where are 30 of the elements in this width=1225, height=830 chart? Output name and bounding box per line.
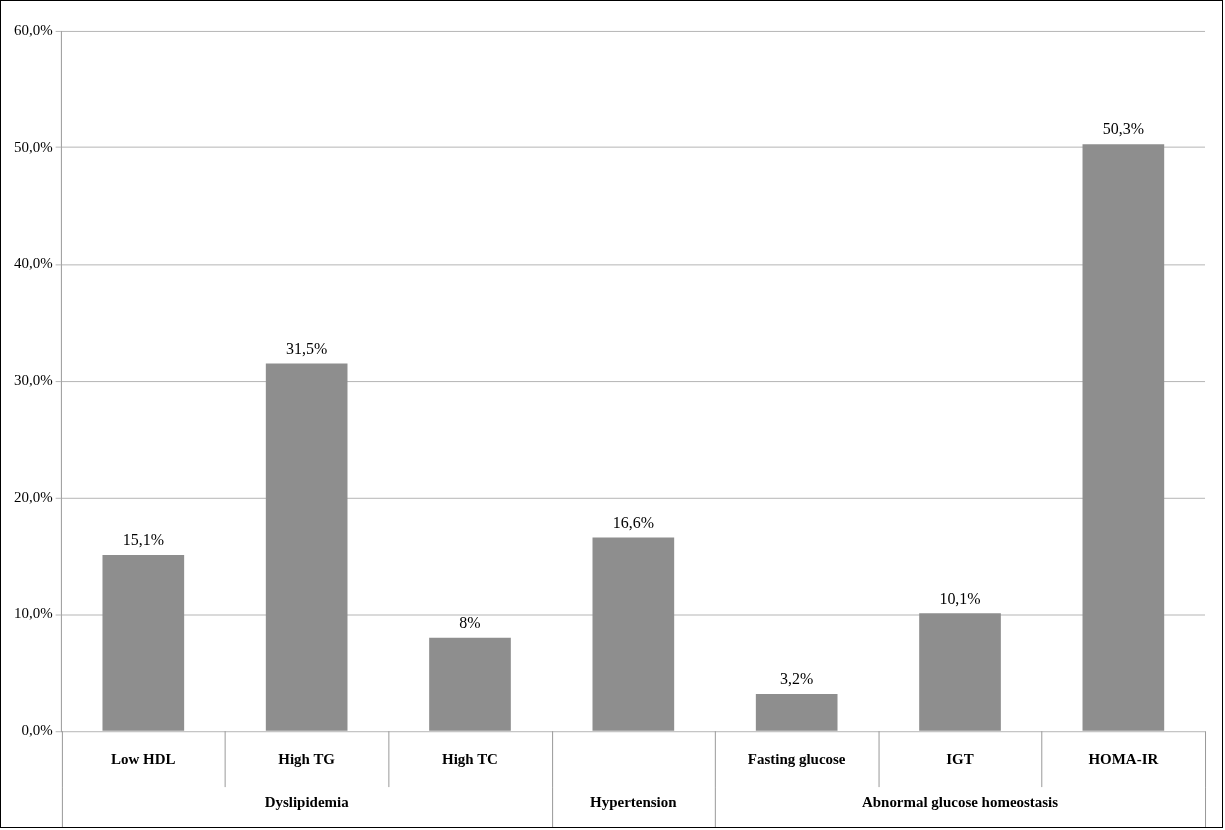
data-label: 16,6% [612, 513, 654, 531]
x-tick-label: HOMA-IR [1088, 751, 1159, 768]
text: Abnormal glucose homeostasis [861, 793, 1059, 810]
bar [919, 613, 1001, 731]
y-tick-label: 30,0% [14, 372, 53, 389]
x-tick-label: IGT [946, 751, 974, 768]
data-label: 10,1% [939, 589, 981, 607]
x-tick-label: Low HDL [111, 751, 176, 768]
y-tick-label: 20,0% [14, 488, 53, 505]
y-tick-label: 50,0% [14, 138, 53, 155]
data-label: 8% [459, 614, 481, 632]
x-tick-label: High TC [442, 751, 498, 768]
y-tick-label: 10,0% [14, 605, 53, 622]
text: Hypertension [590, 793, 678, 810]
bar [429, 637, 511, 731]
data-label: 31,5% [286, 339, 328, 357]
x-tick-label: High TG [278, 751, 336, 768]
y-tick-label: 40,0% [14, 255, 53, 272]
y-tick-label: 60,0% [14, 21, 53, 38]
bar [592, 537, 675, 731]
x-tick-label: Fasting glucose [747, 751, 846, 768]
data-label: 15,1% [122, 531, 164, 549]
bar [265, 363, 348, 731]
text: Dyslipidemia [264, 793, 350, 810]
y-tick-label: 0,0% [21, 722, 53, 739]
bar [755, 693, 838, 731]
data-label: 50,3% [1102, 120, 1144, 138]
bar [1082, 144, 1165, 731]
bar [102, 554, 185, 731]
data-label: 3,2% [780, 670, 814, 688]
